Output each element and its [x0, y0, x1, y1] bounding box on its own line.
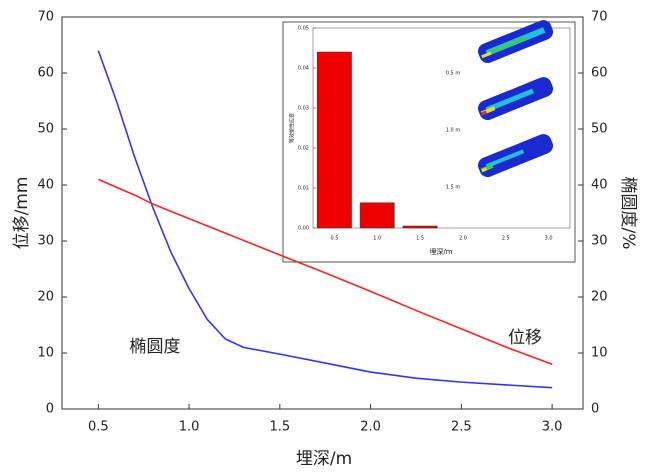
- inset-y-tick-label: 0.01: [298, 186, 309, 192]
- y-tick-label: 70: [37, 10, 54, 25]
- inset-plot-frame: [312, 27, 571, 229]
- y2-axis-title: 椭圆度/%: [618, 177, 638, 250]
- x-tick-label: 1.0: [179, 420, 200, 435]
- bar: [402, 225, 438, 229]
- x-tick-label: 2.0: [360, 420, 381, 435]
- inset-x-tick-label: 3.0: [545, 236, 553, 242]
- y-axis-title: 位移/mm: [12, 177, 32, 250]
- y-tick-label: 30: [37, 234, 54, 249]
- inset-y-tick-label: 0.00: [298, 226, 309, 232]
- y-tick-label: 60: [37, 66, 54, 81]
- bar: [317, 51, 352, 229]
- annotation: 位移: [508, 328, 542, 348]
- y2-tick-label: 60: [591, 66, 608, 81]
- inset-y-tick-label: 0.02: [298, 146, 309, 152]
- inset-x-tick-label: 1.0: [373, 236, 381, 242]
- inset-y-title: 等效塑性应变: [289, 113, 296, 143]
- model-image: [478, 77, 554, 121]
- y-tick-label: 0: [46, 402, 54, 417]
- inset-x-title: 埋深/m: [429, 247, 452, 256]
- y2-tick-label: 70: [591, 10, 608, 25]
- plot-frame: [61, 16, 584, 410]
- y-tick-label: 40: [37, 178, 54, 193]
- y2-tick-label: 0: [591, 402, 599, 417]
- model-image: [478, 20, 554, 64]
- x-tick-label: 2.5: [451, 420, 472, 435]
- line-series: [97, 50, 553, 389]
- inset-y-tick-label: 0.05: [298, 26, 309, 32]
- y-tick-label: 50: [37, 122, 54, 137]
- panel-label: 1.0 m: [446, 128, 461, 134]
- line-series: [97, 178, 553, 365]
- y2-tick-label: 40: [591, 178, 608, 193]
- inset-y-tick-label: 0.04: [298, 66, 309, 72]
- y-tick-label: 20: [37, 290, 54, 305]
- model-image: [478, 134, 554, 178]
- inset-x-tick-label: 0.5: [330, 236, 338, 242]
- inset-x-tick-label: 2.0: [459, 236, 467, 242]
- inset-y-tick-label: 0.03: [298, 106, 309, 112]
- y2-tick-label: 20: [591, 290, 608, 305]
- bar: [359, 202, 395, 229]
- y2-tick-label: 10: [591, 346, 608, 361]
- x-axis-title: 埋深/m: [296, 449, 352, 469]
- y2-tick-label: 50: [591, 122, 608, 137]
- model-images: [478, 20, 554, 178]
- y2-tick-label: 30: [591, 234, 608, 249]
- panel-label: 1.5 m: [446, 185, 461, 191]
- inset-x-tick-label: 2.5: [502, 236, 510, 242]
- panel-label: 0.5 m: [446, 71, 461, 77]
- x-tick-label: 1.5: [269, 420, 290, 435]
- x-tick-label: 3.0: [542, 420, 563, 435]
- x-tick-label: 0.5: [88, 420, 109, 435]
- inset-x-tick-label: 1.5: [416, 236, 424, 242]
- y-tick-label: 10: [37, 346, 54, 361]
- annotation: 椭圆度: [130, 337, 181, 357]
